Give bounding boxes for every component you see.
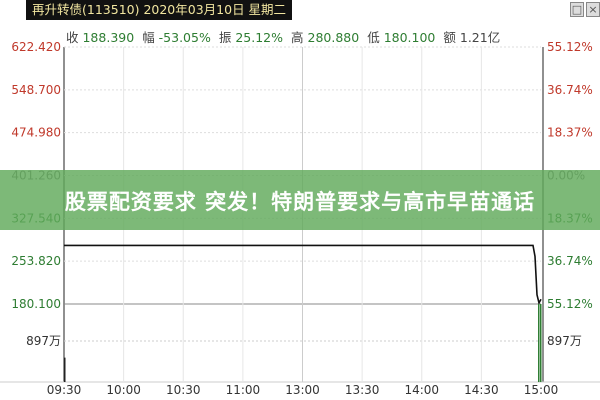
x-tick-label: 13:00 [285, 383, 320, 397]
stat-label: 振 [218, 30, 236, 45]
stat-value: 25.12% [235, 30, 284, 45]
right-tick-label: 36.74% [547, 254, 593, 268]
stat-value: 1.21亿 [459, 30, 501, 45]
stat-label: 额 [443, 30, 460, 45]
stat-label: 低 [367, 30, 384, 45]
volume-bar [538, 304, 540, 382]
volume-tick-right: 897万 [547, 334, 582, 348]
stats-bar: 收 188.390 幅 -53.05% 振 25.12% 高 280.880 低 180… [66, 27, 508, 46]
stat-label: 收 [66, 30, 83, 45]
stat-label: 幅 [142, 30, 159, 45]
x-tick-label: 11:00 [226, 383, 261, 397]
left-tick-label: 548.700 [11, 83, 61, 97]
x-tick-label: 09:30 [47, 383, 82, 397]
left-tick-label: 622.420 [11, 40, 61, 54]
window-title: 再升转债(113510) 2020年03月10日 星期二 [26, 0, 293, 20]
stat-label: 高 [291, 30, 308, 45]
left-tick-label: 253.820 [11, 254, 61, 268]
right-tick-label: 55.12% [547, 40, 593, 54]
x-tick-label: 14:00 [404, 383, 439, 397]
right-tick-label: 55.12% [547, 297, 593, 311]
x-tick-label: 14:30 [464, 383, 499, 397]
stat-value: -53.05% [158, 30, 211, 45]
volume-bar [540, 304, 542, 382]
right-tick-label: 18.37% [547, 126, 593, 140]
price-line [64, 244, 542, 306]
stat-value: 280.880 [307, 30, 360, 45]
stat-value: 188.390 [82, 30, 135, 45]
x-tick-label: 10:30 [166, 383, 201, 397]
right-tick-label: 36.74% [547, 83, 593, 97]
restore-button[interactable]: □ [570, 2, 584, 17]
x-tick-label: 13:30 [345, 383, 380, 397]
stat-value: 180.100 [383, 30, 436, 45]
news-banner[interactable]: 股票配资要求 突发！特朗普要求与高市早苗通话 [0, 170, 600, 230]
left-tick-label: 180.100 [11, 297, 61, 311]
left-tick-label: 474.980 [11, 126, 61, 140]
window-buttons: □ × [568, 2, 600, 17]
volume-bar [64, 357, 66, 382]
volume-tick-left: 897万 [26, 334, 61, 348]
x-tick-label: 15:00 [524, 383, 559, 397]
x-tick-label: 10:00 [106, 383, 141, 397]
